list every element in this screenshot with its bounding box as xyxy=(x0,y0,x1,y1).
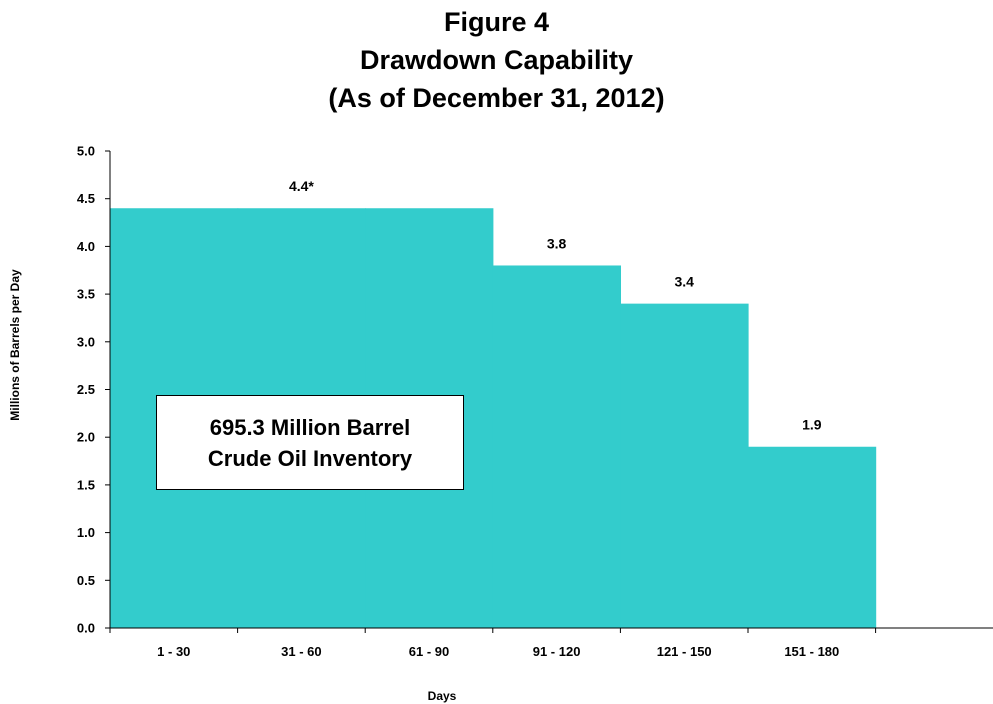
bar-91-120 xyxy=(492,265,621,628)
data-label: 1.9 xyxy=(802,417,822,433)
x-tick-label: 121 - 150 xyxy=(657,644,712,659)
x-tick-label: 91 - 120 xyxy=(533,644,581,659)
chart-subtitle-line-1: Drawdown Capability xyxy=(359,45,634,75)
bar-151-180 xyxy=(748,446,877,628)
y-tick-label: 0.0 xyxy=(77,621,95,636)
y-tick-label: 2.5 xyxy=(77,382,95,397)
x-axis-label: Days xyxy=(428,689,457,703)
data-label: 4.4* xyxy=(289,178,314,194)
y-tick-label: 1.5 xyxy=(77,477,95,492)
inventory-annotation-line-1: 695.3 Million Barrel xyxy=(209,414,411,440)
x-ticks-group: 1 - 30 31 - 60 61 - 90 91 - 120 121 - 150 151… xyxy=(109,628,877,659)
y-tick-label: 4.5 xyxy=(77,191,95,206)
y-tick-label: 3.0 xyxy=(77,334,95,349)
y-tick-label: 4.0 xyxy=(77,239,95,254)
y-tick-label: 1.0 xyxy=(77,525,95,540)
y-ticks-group: 0.0 0.5 1.0 1.5 2.0 2.5 3.0 3.5 4.0 4.5 5.0 xyxy=(77,144,110,636)
chart-subtitle-line-2: (As of December 31, 2012) xyxy=(328,83,665,113)
inventory-annotation-box: 695.3 Million Barrel Crude Oil Inventory xyxy=(156,395,464,490)
y-tick-label: 0.5 xyxy=(77,573,95,588)
x-tick-label: 31 - 60 xyxy=(281,644,321,659)
y-tick-label: 5.0 xyxy=(77,144,95,159)
chart-title: Figure 4 xyxy=(443,7,550,37)
y-axis-label: Millions of Barrels per Day xyxy=(8,269,22,421)
bar-121-150 xyxy=(620,303,749,628)
data-labels-group: 4.4* 3.8 3.4 1.9 xyxy=(289,178,822,432)
x-tick-label: 1 - 30 xyxy=(157,644,190,659)
data-label: 3.4 xyxy=(674,274,694,290)
x-tick-label: 151 - 180 xyxy=(784,644,839,659)
inventory-annotation-line-2: Crude Oil Inventory xyxy=(207,445,413,471)
data-label: 3.8 xyxy=(547,235,567,251)
y-tick-label: 2.0 xyxy=(77,430,95,445)
y-tick-label: 3.5 xyxy=(77,287,95,302)
x-tick-label: 61 - 90 xyxy=(409,644,449,659)
